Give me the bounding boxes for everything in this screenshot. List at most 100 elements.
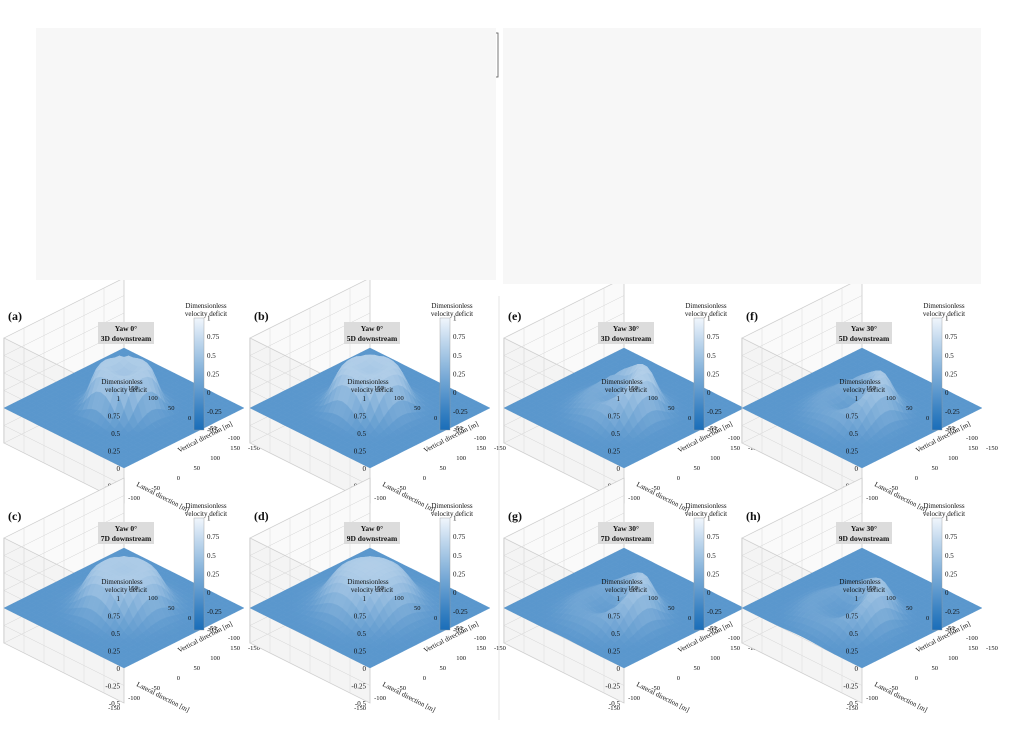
z-tick-label: 0.25 (354, 648, 367, 656)
z-tick-label: 0 (617, 465, 621, 473)
colorbar-tick-label: 0.75 (207, 333, 220, 341)
colorbar-title-line1: Dimensionless (431, 502, 472, 510)
z-tick-label: 0.5 (111, 430, 120, 438)
surface-title-line1: Yaw 0° (115, 324, 137, 333)
colorbar-tick-label: 0.25 (207, 371, 220, 379)
colorbar-title-line1: Dimensionless (923, 302, 964, 310)
lateral-tick-label: 0 (423, 475, 426, 482)
colorbar-tick-label: 0.5 (207, 552, 216, 560)
lateral-tick-label: 150 (476, 445, 486, 452)
z-tick-label: 0.25 (108, 448, 121, 456)
vertical-tick-label: 100 (886, 395, 896, 402)
panel-label: (e) (508, 309, 521, 323)
surface-title-line2: 5D downstream (839, 334, 890, 343)
lateral-tick-label: -100 (128, 495, 140, 502)
colorbar-tick-label: 0.25 (453, 371, 466, 379)
vertical-tick-label: 150 (374, 585, 384, 592)
vertical-tick-label: 0 (434, 415, 437, 422)
lateral-tick-label: 150 (230, 645, 240, 652)
colorbar-tick-label: 0 (207, 389, 211, 397)
z-tick-label: 0.75 (354, 413, 367, 421)
colorbar-tick-label: 0.25 (707, 371, 720, 379)
z-axis-title-line2: velocity deficit (351, 386, 393, 394)
colorbar-title-line1: Dimensionless (185, 502, 226, 510)
z-tick-label: -0.25 (351, 683, 366, 691)
colorbar-title-line2: velocity deficit (431, 510, 473, 518)
colorbar-tick-label: 0.25 (207, 571, 220, 579)
lateral-axis-label: Lateral direction [m] (381, 680, 437, 714)
lateral-tick-label: -150 (354, 705, 366, 712)
z-tick-label: 0.25 (108, 648, 121, 656)
colorbar-tick-label: 0.75 (453, 333, 466, 341)
lateral-tick-label: 0 (677, 475, 680, 482)
lateral-tick-label: 0 (423, 675, 426, 682)
z-tick-label: 1 (363, 595, 367, 603)
surface-panel-b: 10.750.50.250-0.25-0.5Dimensionlessveloc… (250, 278, 506, 514)
vertical-tick-label: 100 (394, 595, 404, 602)
lateral-axis-label: Lateral direction [m] (381, 480, 437, 514)
surface-title-line2: 3D downstream (601, 334, 652, 343)
colorbar-tick-label: -0.25 (207, 408, 222, 416)
z-tick-label: 0.25 (846, 448, 859, 456)
lateral-tick-label: 50 (932, 465, 939, 472)
z-tick-label: -0.25 (105, 683, 120, 691)
colorbar-tick-label: 0.5 (945, 352, 954, 360)
lateral-tick-label: 50 (194, 665, 201, 672)
colorbar-title-line1: Dimensionless (685, 302, 726, 310)
vertical-tick-label: 100 (394, 395, 404, 402)
z-tick-label: 0.75 (354, 613, 367, 621)
colorbar-tick-label: -0.25 (453, 608, 468, 616)
vertical-tick-label: -100 (228, 635, 240, 642)
z-tick-label: 0.5 (357, 630, 366, 638)
z-tick-label: 0 (855, 465, 859, 473)
vertical-tick-label: 150 (374, 385, 384, 392)
colorbar-title-line2: velocity deficit (923, 310, 965, 318)
colorbar (694, 318, 704, 430)
vertical-tick-label: -150 (494, 445, 506, 452)
vertical-tick-label: -100 (728, 435, 740, 442)
z-tick-label: 0.5 (111, 630, 120, 638)
surface-title-line1: Yaw 0° (115, 524, 137, 533)
panel-label: (a) (8, 309, 22, 323)
z-tick-label: 1 (117, 595, 121, 603)
surface-title-line2: 3D downstream (101, 334, 152, 343)
lateral-tick-label: 100 (210, 455, 220, 462)
lateral-tick-label: 0 (177, 675, 180, 682)
colorbar-title-line2: velocity deficit (431, 310, 473, 318)
vertical-tick-label: -100 (228, 435, 240, 442)
panel-label: (f) (746, 309, 758, 323)
colorbar (194, 518, 204, 630)
colorbar-tick-label: -0.5 (207, 627, 219, 635)
lateral-tick-label: -100 (374, 695, 386, 702)
panel-frame-top-right (503, 28, 981, 284)
vertical-tick-label: 50 (168, 405, 175, 412)
z-tick-label: 0.75 (608, 413, 621, 421)
colorbar-tick-label: -0.5 (453, 427, 465, 435)
lateral-tick-label: 100 (948, 455, 958, 462)
colorbar (194, 318, 204, 430)
panel-label: (b) (254, 309, 269, 323)
lateral-tick-label: 50 (440, 465, 447, 472)
z-axis-title-line2: velocity deficit (105, 386, 147, 394)
colorbar-tick-label: 0.75 (207, 533, 220, 541)
surface-panel-e: 10.750.50.250-0.25-0.5Dimensionlessveloc… (504, 278, 760, 514)
vertical-tick-label: 50 (906, 405, 913, 412)
colorbar-tick-label: -0.25 (207, 608, 222, 616)
vertical-tick-label: -150 (494, 645, 506, 652)
surface-title-line2: 7D downstream (101, 534, 152, 543)
z-tick-label: 0 (117, 465, 121, 473)
colorbar-tick-label: 0.75 (707, 333, 720, 341)
surface-title-line1: Yaw 0° (361, 524, 383, 533)
z-tick-label: 1 (617, 395, 621, 403)
colorbar-tick-label: -0.25 (453, 408, 468, 416)
vertical-tick-label: 0 (188, 415, 191, 422)
z-tick-label: 1 (117, 395, 121, 403)
vertical-tick-label: 50 (414, 605, 421, 612)
z-tick-label: 0 (117, 665, 121, 673)
colorbar-tick-label: 0.5 (207, 352, 216, 360)
lateral-axis-label: Lateral direction [m] (635, 480, 691, 514)
lateral-axis-label: Lateral direction [m] (873, 480, 929, 514)
vertical-tick-label: 100 (148, 395, 158, 402)
colorbar-tick-label: -0.5 (453, 627, 465, 635)
colorbar-tick-label: -0.5 (707, 427, 719, 435)
